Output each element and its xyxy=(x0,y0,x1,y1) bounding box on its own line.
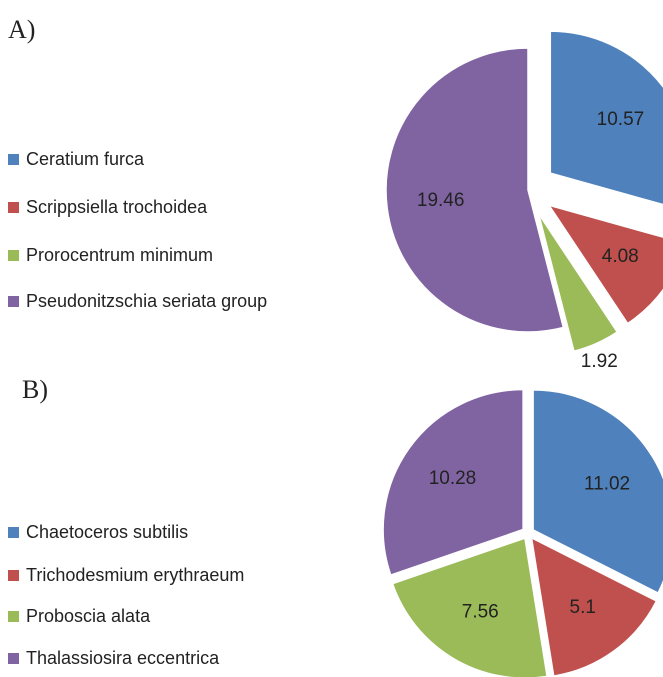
legend-label: Chaetoceros subtilis xyxy=(26,522,188,542)
data-label: 19.46 xyxy=(417,190,465,211)
legend-swatch xyxy=(8,296,19,307)
pie-slice xyxy=(530,536,658,677)
legend-swatch xyxy=(8,527,19,538)
data-label: 1.92 xyxy=(581,351,618,372)
legend-swatch xyxy=(8,611,19,622)
legend-swatch xyxy=(8,154,19,165)
legend-swatch xyxy=(8,202,19,213)
legend-label: Prorocentrum minimum xyxy=(26,245,213,265)
chart-title: B) xyxy=(22,375,48,404)
legend-label: Thalassiosira eccentrica xyxy=(26,648,220,668)
legend-label: Trichodesmium erythraeum xyxy=(26,565,244,585)
pie-slice xyxy=(532,389,663,595)
data-label: 5.1 xyxy=(570,597,596,618)
legend-swatch xyxy=(8,653,19,664)
pie-slice xyxy=(549,30,663,206)
data-label: 10.28 xyxy=(429,468,477,489)
legend-swatch xyxy=(8,250,19,261)
pie-slice xyxy=(382,388,524,576)
data-label: 4.08 xyxy=(602,246,639,267)
chart-title: A) xyxy=(8,15,35,44)
pie-slice xyxy=(385,47,565,333)
legend-label: Scrippsiella trochoidea xyxy=(26,197,208,217)
data-label: 10.57 xyxy=(597,109,645,130)
data-label: 7.56 xyxy=(462,602,499,623)
legend-label: Pseudonitzschia seriata group xyxy=(26,291,267,311)
legend-swatch xyxy=(8,570,19,581)
legend-label: Ceratium furca xyxy=(26,149,145,169)
pie-slice xyxy=(391,537,548,677)
pie-slice xyxy=(547,204,663,325)
legend-label: Proboscia alata xyxy=(26,606,151,626)
pie-slice xyxy=(537,213,619,353)
data-label: 11.02 xyxy=(584,473,630,494)
